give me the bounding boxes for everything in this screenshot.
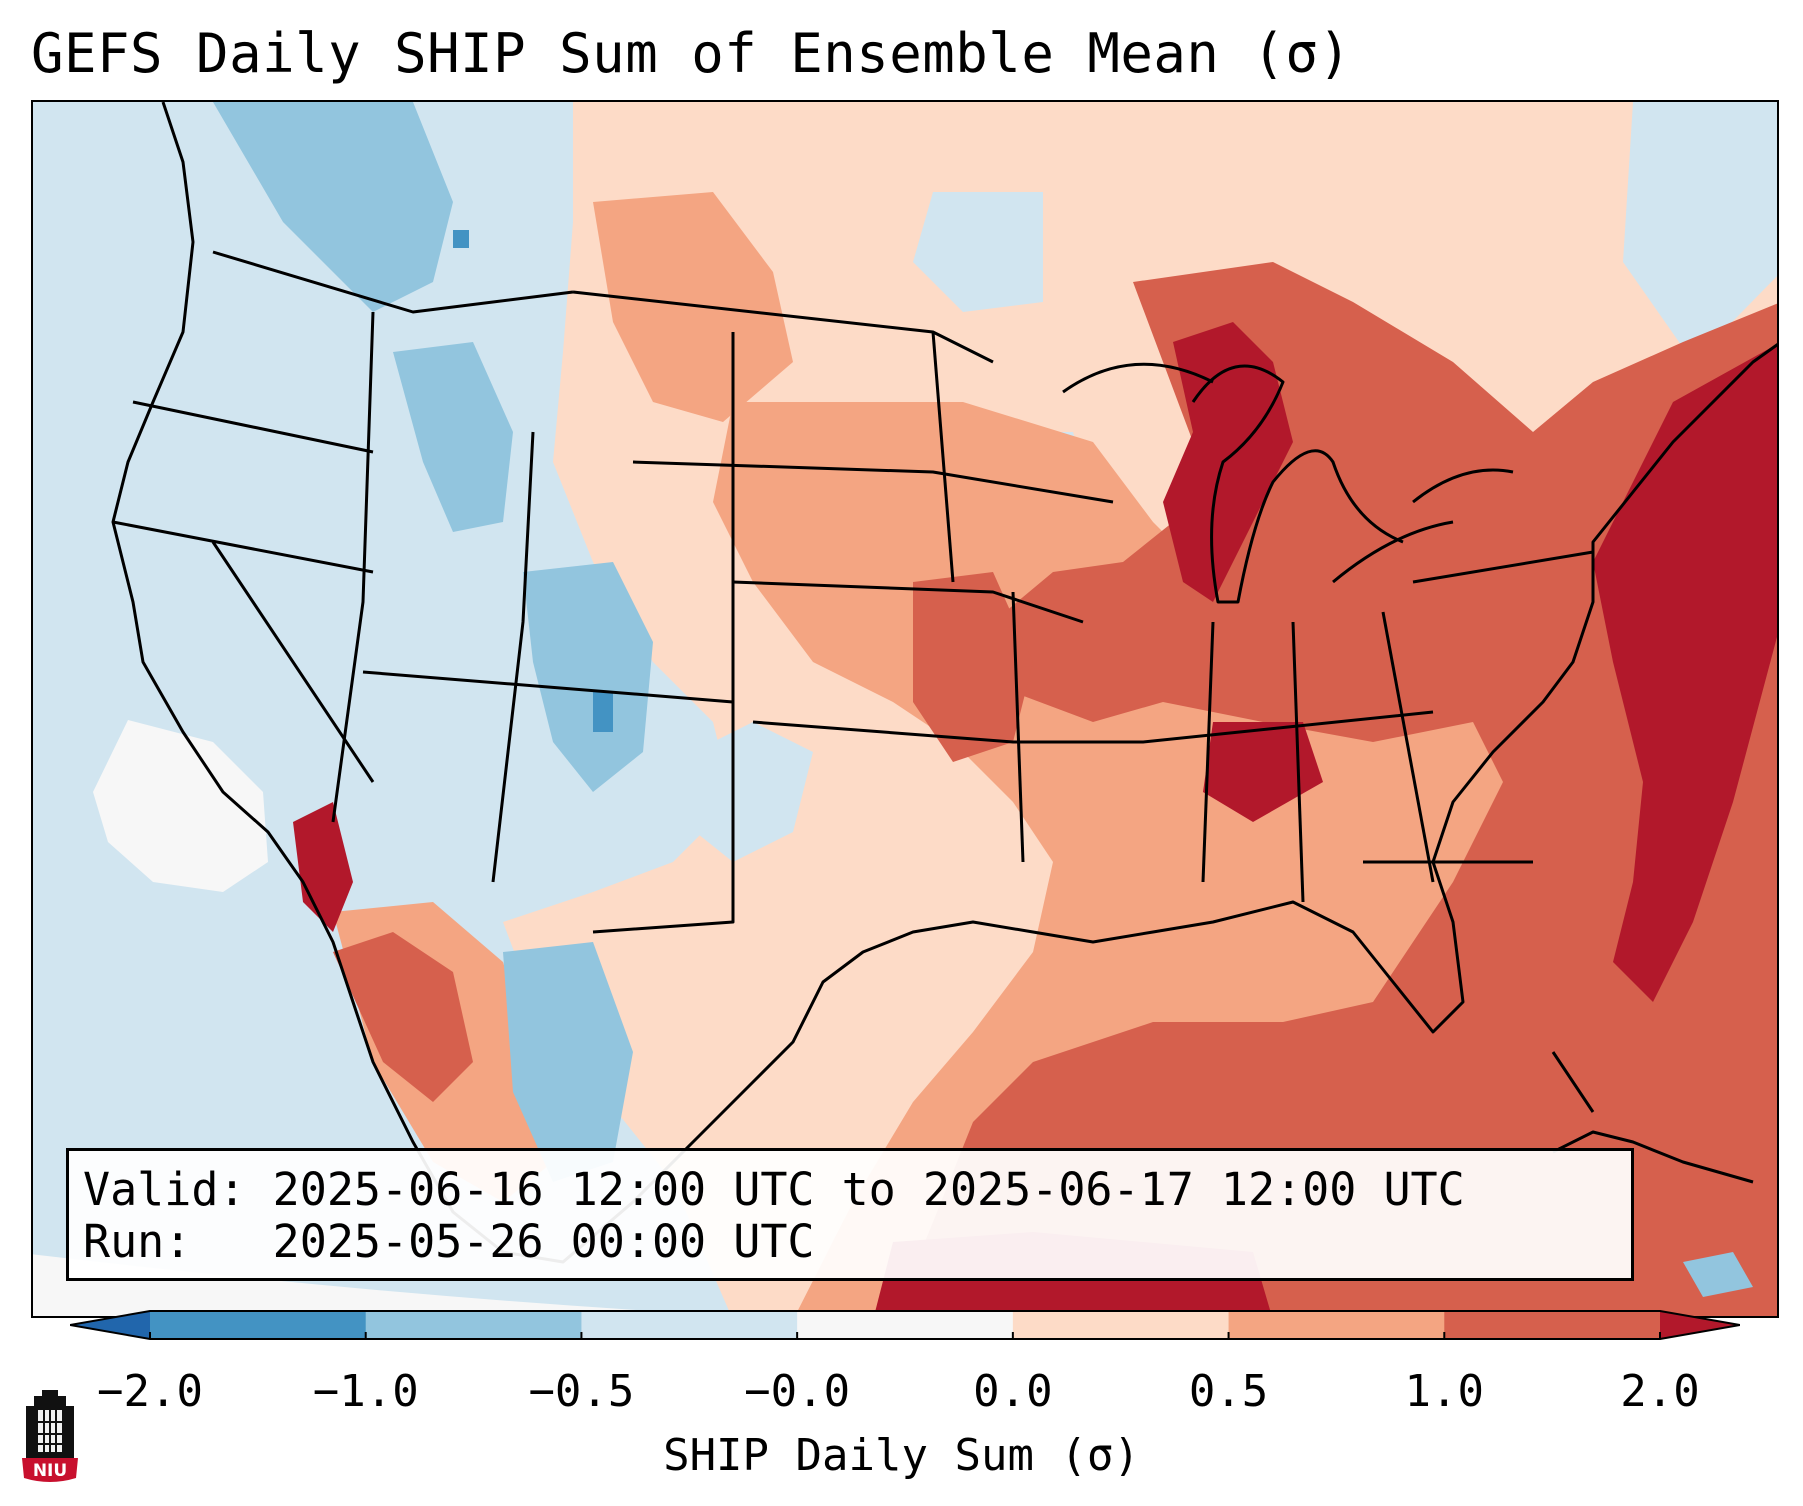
border-idaho-nevada [331, 311, 375, 823]
field-dark-positive-east [894, 262, 1777, 1316]
border-kansas-north [732, 580, 1084, 624]
colorbar-bin-6 [1444, 1311, 1661, 1339]
colorbar-tickmarks [149, 1332, 1661, 1339]
valid-line: Valid: 2025-06-16 12:00 UTC to 2025-06-1… [83, 1163, 1465, 1216]
run-value: 2025-05-26 00:00 UTC [272, 1215, 815, 1268]
colorbar-tick-label: 0.5 [1188, 1366, 1269, 1417]
colorbar-bin-2 [581, 1311, 798, 1339]
border-georgia-east [1381, 611, 1435, 883]
field-neg-colorado [523, 562, 653, 792]
colorbar-bin-1 [365, 1311, 582, 1339]
chart-title: GEFS Daily SHIP Sum of Ensemble Mean (σ) [31, 22, 1352, 85]
colorbar-tick-label: −2.0 [97, 1366, 203, 1417]
field-dark-positive-sonora [333, 932, 473, 1102]
field-max-positive-atlantic [1593, 344, 1777, 1002]
colorbar-bin-3 [797, 1311, 1014, 1339]
colorbar-bin-0 [150, 1311, 367, 1339]
lake-erie-outline [1332, 520, 1454, 584]
valid-run-info-box: Valid: 2025-06-16 12:00 UTC to 2025-06-1… [66, 1148, 1634, 1281]
border-oklahoma-north [752, 710, 1434, 744]
ship-anomaly-map [33, 102, 1777, 1316]
colorbar-bins [150, 1311, 1661, 1339]
colorbar-over-extension [1660, 1311, 1740, 1339]
colorbar-label: SHIP Daily Sum (σ) [663, 1430, 1140, 1481]
lake-ontario-outline [1412, 468, 1514, 504]
field-neg-caribbean [1683, 1252, 1753, 1297]
border-wa-or [132, 400, 374, 454]
field-strong-negative-colorado [593, 692, 613, 732]
coastline-bahamas [1551, 1051, 1595, 1113]
niu-logo: NIU [22, 1390, 78, 1482]
border-missouri-west [1011, 591, 1025, 863]
border-canada-west [212, 250, 574, 314]
run-line: Run: 2025-05-26 00:00 UTC [83, 1215, 815, 1268]
field-neg-idaho [393, 342, 513, 532]
colorbar [70, 1310, 1740, 1340]
map-panel [31, 100, 1779, 1318]
coastlines-and-borders [111, 102, 1777, 1264]
border-indiana-west [1201, 621, 1215, 883]
colorbar-tick-label: −1.0 [312, 1366, 419, 1417]
colorbar-tick-label: −0.0 [744, 1366, 851, 1417]
border-ca-nv [211, 541, 375, 783]
coastline-cuba [1552, 1130, 1754, 1184]
colorbar-tick-labels: −2.0 −1.0 −0.5 −0.0 0.0 0.5 1.0 2.0 [0, 1366, 1803, 1426]
great-lakes-outline [1191, 364, 1404, 604]
border-36n [362, 670, 734, 704]
valid-label: Valid: [83, 1163, 246, 1216]
field-light-negative-texas [683, 722, 813, 862]
border-sd-ne [632, 460, 1114, 504]
niu-logo-text: NIU [33, 1461, 67, 1481]
field-max-positive-baja [293, 802, 353, 932]
field-dark-positive-midwest [913, 572, 1033, 762]
border-or-ca [112, 520, 374, 574]
field-strong-negative-wa [453, 230, 469, 248]
border-alabama-east [1291, 621, 1305, 903]
colorbar-tick-label: 0.0 [973, 1366, 1053, 1417]
colorbar-tick-label: 1.0 [1404, 1366, 1485, 1417]
border-pennsylvania [1412, 550, 1594, 584]
colorbar-under-extension [70, 1311, 150, 1339]
field-neg-pacific-northwest [213, 102, 453, 312]
field-light-negative-quebec [1623, 102, 1777, 362]
valid-value: 2025-06-16 12:00 UTC to 2025-06-17 12:00… [272, 1163, 1465, 1216]
border-utah-east [491, 431, 535, 883]
field-light-negative-ontario [913, 192, 1043, 312]
field-mid-positive-plains-north [593, 192, 793, 422]
colorbar-tick-label: 2.0 [1620, 1366, 1700, 1417]
border-minnesota-west [931, 331, 955, 583]
field-max-positive-kentucky [1203, 722, 1323, 822]
field-neutral-pacific [93, 720, 268, 892]
field-max-positive-great-lakes [1163, 322, 1293, 602]
colorbar-bin-5 [1228, 1311, 1445, 1339]
coastline-main [111, 102, 1777, 1264]
run-label: Run: [83, 1215, 192, 1268]
lake-superior-outline [1062, 362, 1214, 394]
colorbar-bin-4 [1012, 1311, 1230, 1339]
colorbar-tick-label: −0.5 [528, 1366, 635, 1417]
field-neutral-south-edge [33, 1254, 736, 1316]
field-neg-chihuahua [503, 942, 633, 1182]
border-texas-west [592, 702, 735, 934]
